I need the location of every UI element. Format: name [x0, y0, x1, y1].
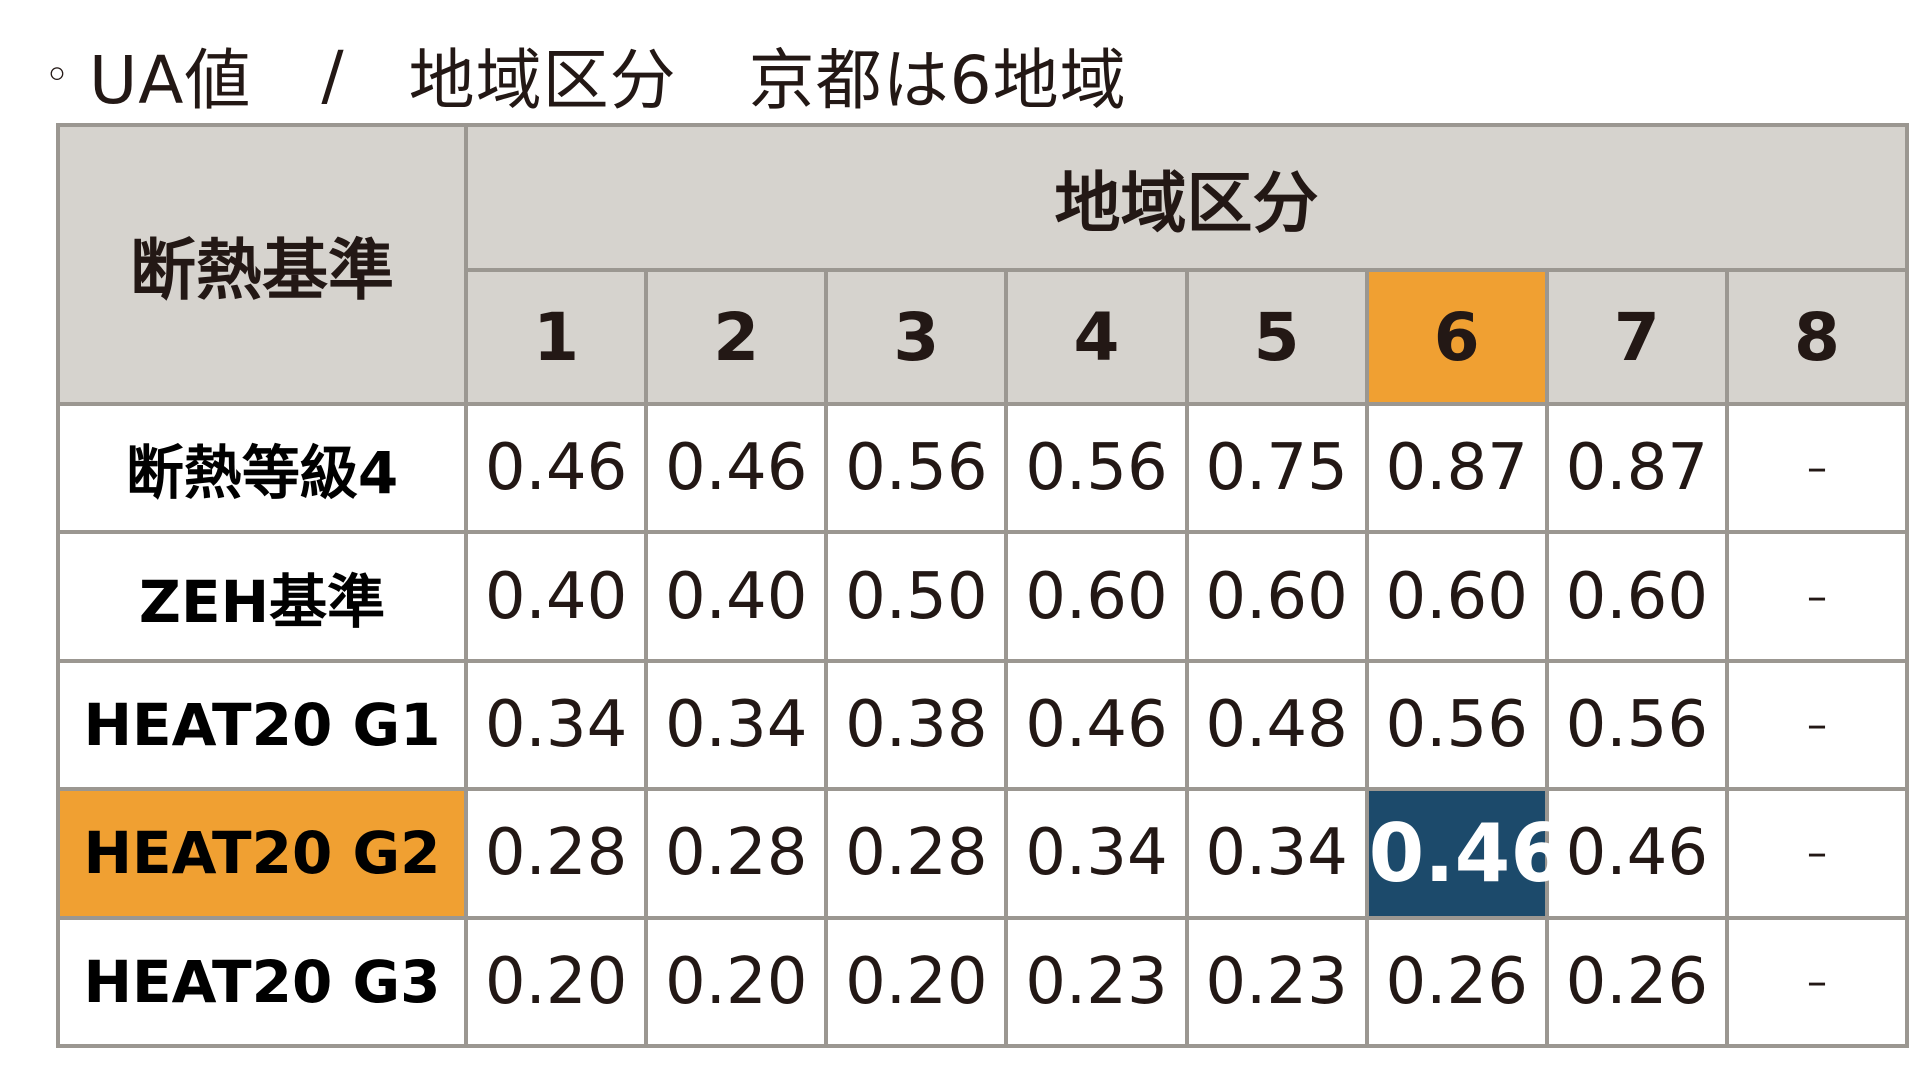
page-heading: ◦ UA値 / 地域区分 京都は6地域	[44, 30, 1127, 120]
ua-value-cell: 0.56	[1544, 658, 1729, 792]
standard-label: ZEH基準	[56, 530, 468, 663]
ua-value-cell: 0.40	[463, 530, 649, 663]
zone-header-4: 4	[1004, 268, 1189, 406]
standard-label: HEAT20 G3	[56, 915, 468, 1049]
ua-value-cell: 0.48	[1184, 658, 1369, 792]
ua-value-cell: 0.75	[1184, 401, 1369, 535]
insulation-standard-header: 断熱基準	[56, 123, 468, 406]
ua-value-cell: 0.46	[1364, 787, 1566, 920]
ua-value-cell: –	[1724, 401, 1910, 535]
ua-value-cell: 0.60	[1004, 530, 1189, 663]
region-group-header: 地域区分	[464, 123, 1909, 272]
standard-label: 断熱等級4	[56, 401, 468, 535]
ua-value-cell: 0.87	[1364, 401, 1549, 535]
zone-header-3: 3	[824, 268, 1009, 406]
ua-value-cell: 0.28	[463, 787, 649, 920]
ua-value-cell: 0.60	[1544, 530, 1729, 663]
ua-value-cell: 0.26	[1364, 915, 1549, 1049]
ua-value-cell: 0.34	[463, 658, 649, 792]
ua-value-cell: 0.56	[824, 401, 1009, 535]
zone-header-1: 1	[463, 268, 649, 406]
ua-value-cell: 0.56	[1364, 658, 1549, 792]
table-row: HEAT20 G3 0.20 0.20 0.20 0.23 0.23 0.26 0.26–	[56, 915, 1910, 1049]
ua-value-cell: –	[1724, 658, 1910, 792]
ua-value-label: UA値	[88, 42, 252, 119]
ua-value-cell: –	[1724, 787, 1910, 920]
kyoto-note: 京都は6地域	[748, 42, 1127, 119]
ua-value-cell: 0.40	[644, 530, 829, 663]
ua-value-cell: 0.46	[1004, 658, 1189, 792]
zone-header-8: 8	[1724, 268, 1910, 406]
standard-label: HEAT20 G2	[56, 787, 468, 920]
heading-separator: /	[321, 36, 345, 114]
zone-header-6: 6	[1364, 268, 1549, 406]
ua-value-cell: 0.34	[1004, 787, 1189, 920]
ua-value-cell: 0.56	[1004, 401, 1189, 535]
ua-value-cell: 0.46	[644, 401, 829, 535]
ua-value-cell: 0.28	[824, 787, 1009, 920]
ua-value-cell: 0.38	[824, 658, 1009, 792]
zone-header-5: 5	[1184, 268, 1369, 406]
ua-value-cell: 0.20	[463, 915, 649, 1049]
ua-value-cell: 0.34	[644, 658, 829, 792]
zone-header-2: 2	[644, 268, 829, 406]
table-row: ZEH基準 0.40 0.40 0.50 0.60 0.60 0.60 0.60–	[56, 530, 1910, 663]
ua-value-cell: 0.28	[644, 787, 829, 920]
bullet-icon: ◦	[44, 49, 71, 101]
ua-value-cell: 0.60	[1364, 530, 1549, 663]
ua-value-cell: –	[1724, 915, 1910, 1049]
standard-label: HEAT20 G1	[56, 658, 468, 792]
table-row: HEAT20 G2 0.28 0.28 0.28 0.34 0.34 0.46 0.46–	[56, 787, 1910, 920]
ua-value-cell: 0.60	[1184, 530, 1369, 663]
ua-value-cell: 0.87	[1544, 401, 1729, 535]
ua-value-cell: –	[1724, 530, 1910, 663]
ua-value-cell: 0.20	[824, 915, 1009, 1049]
ua-value-cell: 0.34	[1184, 787, 1369, 920]
ua-value-cell: 0.20	[644, 915, 829, 1049]
table-row: 断熱等級4 0.46 0.46 0.56 0.56 0.75 0.87 0.87–	[56, 401, 1910, 535]
ua-value-cell: 0.23	[1184, 915, 1369, 1049]
ua-value-cell: 0.46	[1544, 787, 1729, 920]
ua-value-cell: 0.46	[463, 401, 649, 535]
table-row: HEAT20 G1 0.34 0.34 0.38 0.46 0.48 0.56 0.56–	[56, 658, 1910, 792]
region-label: 地域区分	[408, 42, 677, 119]
ua-value-cell: 0.50	[824, 530, 1009, 663]
ua-value-cell: 0.23	[1004, 915, 1189, 1049]
zone-header-7: 7	[1544, 268, 1729, 406]
ua-value-cell: 0.26	[1544, 915, 1729, 1049]
